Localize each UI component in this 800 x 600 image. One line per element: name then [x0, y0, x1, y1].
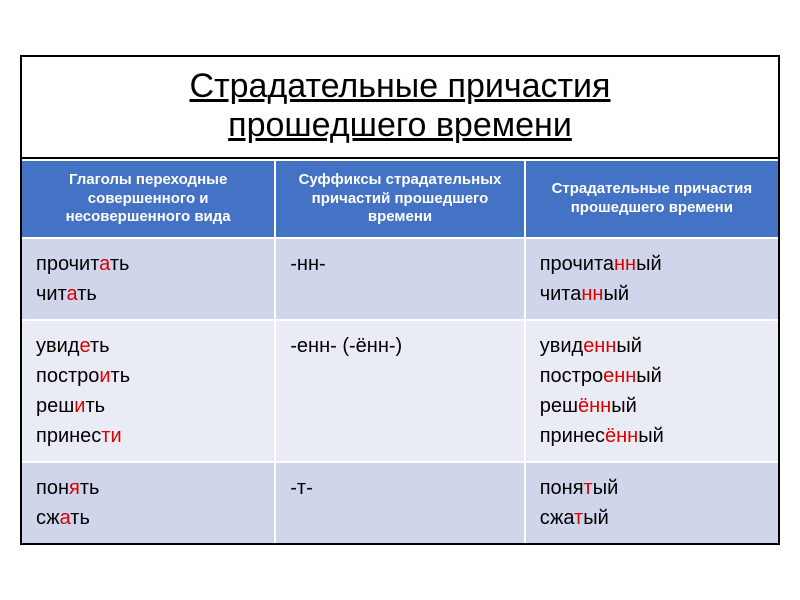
word: принесённый — [540, 425, 664, 447]
text-fragment: ый — [603, 283, 629, 305]
table-cell: -енн- (-ённ-) — [275, 320, 524, 462]
word: читать — [36, 283, 97, 305]
text-fragment: сж — [36, 507, 60, 529]
text-fragment: ть — [77, 283, 97, 305]
table-row: понятьсжать-т-понятыйсжатый — [22, 462, 778, 543]
table-cell: увидетьпостроитьрешитьпринести — [22, 320, 275, 462]
word: -нн- — [290, 253, 325, 275]
word: понять — [36, 477, 99, 499]
text-fragment: постро — [540, 365, 603, 387]
highlight-fragment: т — [574, 507, 583, 529]
text-fragment: ть — [80, 477, 100, 499]
table-row: прочитатьчитать-нн-прочитанныйчитанный — [22, 238, 778, 320]
text-fragment: ый — [593, 477, 619, 499]
table-cell: понятьсжать — [22, 462, 275, 543]
table-row: увидетьпостроитьрешитьпринести-енн- (-ён… — [22, 320, 778, 462]
text-fragment: чита — [540, 283, 582, 305]
header-col3: Страдательные причастия прошедшего време… — [525, 160, 778, 238]
word: понятый — [540, 477, 619, 499]
title-box: Страдательные причастия прошедшего време… — [22, 57, 778, 159]
highlight-fragment: я — [69, 477, 80, 499]
text-fragment: ый — [638, 425, 664, 447]
text-fragment: реш — [540, 395, 578, 417]
word: принести — [36, 425, 122, 447]
text-fragment: ть — [110, 253, 130, 275]
table-cell: прочитатьчитать — [22, 238, 275, 320]
word: сжать — [36, 507, 90, 529]
text-fragment: ть — [85, 395, 105, 417]
text-fragment: прочит — [36, 253, 99, 275]
highlight-fragment: е — [79, 335, 89, 357]
highlight-fragment: ённ — [578, 395, 611, 417]
word: сжатый — [540, 507, 609, 529]
highlight-fragment: а — [67, 283, 78, 305]
title-line1: Страдательные причастия — [190, 67, 611, 105]
text-fragment: сжа — [540, 507, 574, 529]
word: решённый — [540, 395, 637, 417]
text-fragment: увид — [36, 335, 79, 357]
highlight-fragment: т — [584, 477, 593, 499]
participle-table: Глаголы переходные совершенного и несове… — [22, 159, 778, 543]
text-fragment: ый — [636, 365, 662, 387]
text-fragment: ый — [616, 335, 642, 357]
highlight-fragment: ти — [101, 425, 121, 447]
page-title: Страдательные причастия прошедшего време… — [38, 67, 762, 145]
word: построенный — [540, 365, 662, 387]
table-body: прочитатьчитать-нн-прочитанныйчитанныйув… — [22, 238, 778, 543]
text-fragment: принес — [540, 425, 605, 447]
table-cell: прочитанныйчитанный — [525, 238, 778, 320]
text-fragment: ый — [636, 253, 662, 275]
word: увидеть — [36, 335, 110, 357]
text-fragment: принес — [36, 425, 101, 447]
highlight-fragment: и — [99, 365, 110, 387]
word: решить — [36, 395, 105, 417]
header-row: Глаголы переходные совершенного и несове… — [22, 160, 778, 238]
text-fragment: -т- — [290, 477, 312, 499]
word: -енн- (-ённ-) — [290, 335, 402, 357]
title-line2: прошедшего времени — [228, 106, 572, 144]
table-cell: понятыйсжатый — [525, 462, 778, 543]
highlight-fragment: енн — [583, 335, 616, 357]
highlight-fragment: и — [74, 395, 85, 417]
text-fragment: ть — [90, 335, 110, 357]
text-fragment: постро — [36, 365, 99, 387]
header-col1: Глаголы переходные совершенного и несове… — [22, 160, 275, 238]
text-fragment: -енн- (-ённ-) — [290, 335, 402, 357]
word: прочитать — [36, 253, 129, 275]
word: читанный — [540, 283, 629, 305]
text-fragment: ть — [70, 507, 90, 529]
text-fragment: ый — [611, 395, 637, 417]
text-fragment: чит — [36, 283, 67, 305]
text-fragment: прочита — [540, 253, 614, 275]
text-fragment: -нн- — [290, 253, 325, 275]
table-cell: -нн- — [275, 238, 524, 320]
text-fragment: ый — [583, 507, 609, 529]
word: прочитанный — [540, 253, 662, 275]
table-cell: -т- — [275, 462, 524, 543]
word: -т- — [290, 477, 312, 499]
word: построить — [36, 365, 130, 387]
text-fragment: поня — [540, 477, 584, 499]
table-cell: увиденныйпостроенныйрешённыйпринесённый — [525, 320, 778, 462]
highlight-fragment: а — [60, 507, 71, 529]
table-container: Страдательные причастия прошедшего време… — [20, 55, 780, 545]
text-fragment: ть — [111, 365, 131, 387]
highlight-fragment: ённ — [605, 425, 638, 447]
text-fragment: пон — [36, 477, 69, 499]
highlight-fragment: нн — [581, 283, 603, 305]
text-fragment: увид — [540, 335, 583, 357]
highlight-fragment: енн — [603, 365, 636, 387]
highlight-fragment: нн — [614, 253, 636, 275]
text-fragment: реш — [36, 395, 74, 417]
word: увиденный — [540, 335, 642, 357]
header-col2: Суффиксы страдательных причастий прошедш… — [275, 160, 524, 238]
highlight-fragment: а — [99, 253, 110, 275]
